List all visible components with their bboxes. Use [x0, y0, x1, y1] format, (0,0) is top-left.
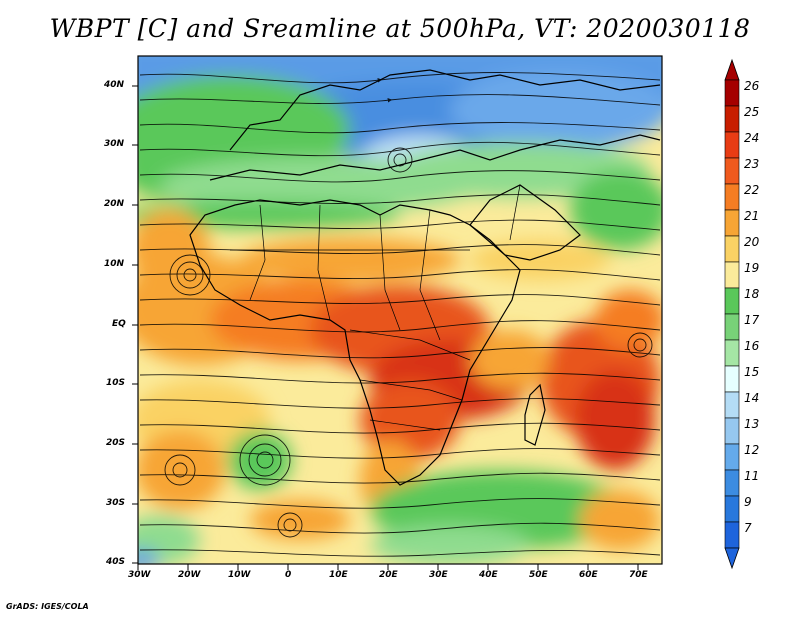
lat-ticks [132, 85, 138, 564]
credit-text: GrADS: IGES/COLA [6, 602, 89, 611]
lon-label-50e: 50E [529, 570, 548, 580]
map-title: WBPT [C] and Sreamline at 500hPa, VT: 20… [49, 14, 751, 43]
lat-label-30n: 30N [104, 139, 125, 149]
lat-label-20s: 20S [106, 438, 126, 448]
lat-label-40n: 40N [104, 80, 125, 90]
colorbar-top-arrow [724, 58, 740, 81]
colorbar-label-16: 16 [744, 339, 760, 353]
lon-label-10e: 10E [329, 570, 348, 580]
colorbar-segment [724, 469, 740, 497]
lon-label-60e: 60E [579, 570, 598, 580]
arabia-coastline [469, 184, 581, 261]
colorbar-segment [724, 79, 740, 107]
lat-label-20n: 20N [104, 199, 125, 209]
colorbar-label-22: 22 [744, 183, 760, 197]
colorbar-segment [724, 131, 740, 159]
colorbar [724, 58, 740, 570]
lon-label-20e: 20E [379, 570, 398, 580]
colorbar-label-26: 26 [744, 79, 760, 93]
colorbar-segment [724, 391, 740, 419]
plot-frame [137, 55, 663, 565]
lon-label-10w: 10W [228, 570, 251, 580]
colorbar-segment [724, 339, 740, 367]
lon-ticks [137, 564, 639, 570]
colorbar-label-17: 17 [744, 313, 760, 327]
colorbar-segment [724, 261, 740, 289]
lon-label-0: 0 [285, 570, 292, 580]
lat-label-30s: 30S [106, 498, 126, 508]
colorbar-label-24: 24 [744, 131, 760, 145]
colorbar-label-14: 14 [744, 391, 760, 405]
lat-label-40s: 40S [106, 557, 126, 567]
lat-label-10n: 10N [104, 259, 125, 269]
lat-label-10s: 10S [106, 378, 126, 388]
lon-label-30w: 30W [128, 570, 151, 580]
colorbar-segment [724, 235, 740, 263]
lon-label-30e: 30E [429, 570, 448, 580]
colorbar-label-11: 11 [744, 469, 760, 483]
colorbar-segment [724, 209, 740, 237]
colorbar-label-13: 13 [744, 417, 760, 431]
mediterranean-coastline [209, 134, 661, 181]
lat-label-eq: EQ [112, 319, 126, 329]
colorbar-label-7: 7 [744, 521, 752, 535]
country-borders [230, 184, 521, 431]
colorbar-segment [724, 313, 740, 341]
colorbar-segment [724, 365, 740, 393]
colorbar-segment [724, 105, 740, 133]
colorbar-segment [724, 495, 740, 523]
colorbar-segment [724, 287, 740, 315]
colorbar-segment [724, 157, 740, 185]
colorbar-label-23: 23 [744, 157, 760, 171]
lon-label-70e: 70E [629, 570, 648, 580]
colorbar-segment [724, 183, 740, 211]
colorbar-bottom-arrow [724, 547, 740, 570]
colorbar-segment [724, 521, 740, 549]
colorbar-label-12: 12 [744, 443, 760, 457]
colorbar-label-21: 21 [744, 209, 760, 223]
lon-label-40e: 40E [479, 570, 498, 580]
colorbar-label-15: 15 [744, 365, 760, 379]
colorbar-label-18: 18 [744, 287, 760, 301]
europe-coastline [229, 69, 661, 151]
colorbar-label-25: 25 [744, 105, 760, 119]
colorbar-segment [724, 443, 740, 471]
lon-label-20w: 20W [178, 570, 201, 580]
colorbar-label-20: 20 [744, 235, 760, 249]
map-plot-area [138, 56, 662, 564]
colorbar-label-19: 19 [744, 261, 760, 275]
colorbar-segment [724, 417, 740, 445]
colorbar-label-9: 9 [744, 495, 752, 509]
wbpt-field [138, 56, 662, 564]
madagascar-coastline [524, 383, 546, 446]
